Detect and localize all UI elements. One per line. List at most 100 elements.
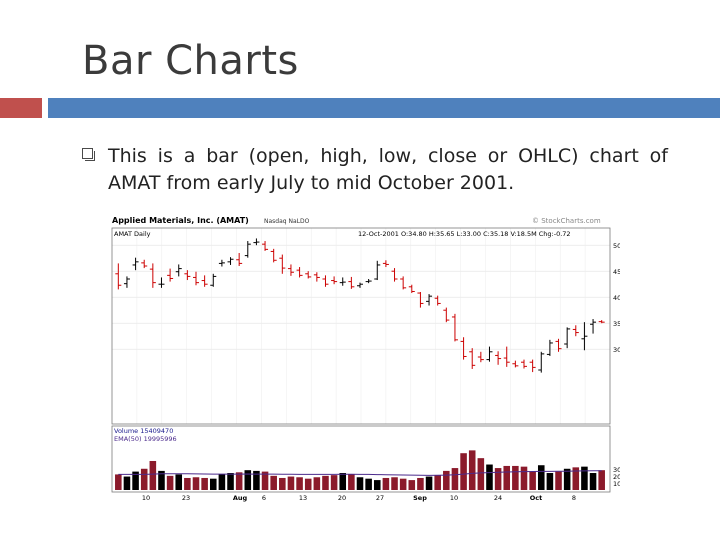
ohlc-bar [529,359,536,373]
volume-bar [581,466,588,490]
ohlc-bar [546,339,553,356]
volume-bar [425,476,433,490]
volume-bar [270,475,277,490]
x-tick-label: 27 [376,494,384,502]
ohlc-bar [149,263,156,288]
volume-bar [468,450,476,490]
volume-bar [434,475,441,490]
volume-tick-label: 10M [613,480,620,488]
price-panel-frame [111,227,611,425]
ema-line [118,470,602,476]
x-tick-label: 23 [182,494,190,502]
volume-bar [408,480,416,490]
volume-bar [115,474,122,490]
price-tick-label: 35 [613,320,620,328]
bullet-text: This is a bar (open, high, low, close or… [108,145,668,194]
volume-bar [175,474,183,490]
volume-bar [279,477,286,490]
ohlc-bar [313,272,320,282]
x-tick-label: 10 [142,494,150,502]
volume-bar [512,465,519,490]
volume-bar [486,464,493,490]
volume-bar [399,478,407,490]
ohlc-bar [503,346,510,367]
ohlc-bar [391,268,398,282]
ohlc-bar [218,259,225,267]
volume-bar [123,476,131,490]
volume-bar [451,468,459,490]
ohlc-bar [469,348,476,369]
volume-panel-frame [111,425,611,493]
volume-bar [537,465,545,490]
ohlc-bar [305,271,312,279]
ohlc-bar [141,259,148,269]
ohlc-bar [236,253,243,266]
volume-bar [348,474,355,490]
ohlc-bar [167,268,174,282]
ohlc-bar [598,320,605,324]
x-tick-label: 10 [450,494,458,502]
ohlc-bar [477,351,484,363]
volume-bar [201,477,208,490]
ohlc-bar [287,264,294,276]
ohlc-bar [512,360,519,368]
ohlc-bar [270,248,277,263]
ohlc-bar [158,277,165,288]
ohlc-bar [339,277,346,286]
chart-title: Applied Materials, Inc. (AMAT) [112,216,249,225]
ohlc-bar [460,337,467,360]
ohlc-bar [590,319,597,334]
volume-tick-label: 30M [613,466,620,474]
volume-tick-label: 20M [613,473,620,481]
x-tick-label: 13 [299,494,307,502]
volume-bar [184,477,191,490]
volume-bar [529,471,536,490]
volume-bar [382,477,390,490]
volume-bar [546,473,554,490]
volume-bar [313,477,321,490]
quote-line: 12-Oct-2001 O:34.80 H:35.65 L:33.00 C:35… [358,230,571,238]
ohlc-bar [331,276,338,285]
chart-source: © StockCharts.com [532,217,601,225]
volume-bar [227,473,234,490]
ohlc-bar [555,338,562,352]
volume-bar [192,477,200,490]
ohlc-bar [296,267,303,278]
title-rule-accent [0,98,42,118]
x-tick-label: Oct [530,494,543,502]
ohlc-bar [244,241,251,258]
volume-bar [296,477,303,490]
volume-bar [572,467,580,490]
ohlc-bar [193,271,199,286]
volume-bar [503,465,511,490]
ohlc-bar [123,276,130,288]
volume-bar [356,477,364,490]
price-tick-label: 50 [613,242,620,250]
ohlc-bar [115,263,122,290]
ohlc-bar [434,295,441,306]
volume-bar [244,470,252,490]
ohlc-bar [581,322,588,351]
x-tick-label: 8 [572,494,576,502]
price-tick-label: 30 [613,346,620,354]
ohlc-bar [201,275,208,287]
volume-bar [555,471,562,490]
volume-label: Volume 15409470 [114,427,173,435]
volume-bar [253,470,260,490]
ohlc-bar [572,325,579,337]
ohlc-bar [443,307,450,323]
series-label: AMAT Daily [114,230,151,238]
ohlc-bar [564,327,571,349]
price-tick-label: 40 [613,294,620,302]
ohlc-bar [279,254,286,274]
volume-bar [589,473,597,490]
volume-bar [598,470,605,490]
volume-bar [132,471,139,490]
ohlc-bar [365,279,372,284]
volume-bar [235,472,243,490]
bullet-square-icon [82,148,95,161]
volume-bar [373,480,381,490]
x-tick-label: 24 [494,494,502,502]
ohlc-bar [408,284,415,294]
ohlc-bar [357,282,363,288]
